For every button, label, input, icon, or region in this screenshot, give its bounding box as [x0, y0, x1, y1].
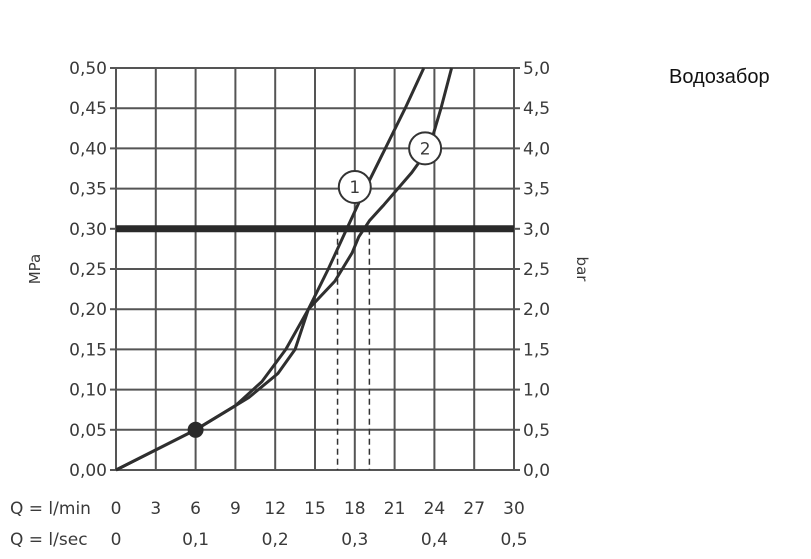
- x-lmin-tick-label: 24: [424, 499, 446, 519]
- y-right-tick-label: 3,5: [523, 180, 550, 200]
- grid-lines: [110, 67, 520, 471]
- y-right-tick-label: 5,0: [523, 59, 550, 79]
- y-right-tick-label: 1,0: [523, 381, 550, 401]
- x-axis-lmin-ticks: Q = l/min 0 3 6 9 12 15 18 21 24 27 30: [10, 499, 525, 519]
- x-lmin-tick-label: 30: [503, 499, 525, 519]
- x-lmin-tick-label: 21: [384, 499, 406, 519]
- y-right-tick-label: 4,0: [523, 139, 550, 159]
- x-lmin-tick-label: 6: [190, 499, 201, 519]
- y-left-tick-label: 0,30: [69, 220, 107, 240]
- y-left-tick-label: 0,50: [69, 59, 107, 79]
- y-right-tick-label: 0,5: [523, 421, 550, 441]
- drop-lines: [336, 228, 371, 470]
- y-right-tick-label: 3,0: [523, 220, 550, 240]
- right-axis-ticks: 0,0 0,5 1,0 1,5 2,0 2,5 3,0 3,5 4,0 4,5 5,0: [523, 59, 550, 481]
- x-lmin-tick-label: 27: [463, 499, 485, 519]
- y-left-tick-label: 0,00: [69, 461, 107, 481]
- y-left-tick-label: 0,45: [69, 99, 107, 119]
- y-left-tick-label: 0,10: [69, 381, 107, 401]
- y-right-tick-label: 4,5: [523, 99, 550, 119]
- x-lmin-tick-label: 15: [304, 499, 326, 519]
- y-right-tick-label: 0,0: [523, 461, 550, 481]
- y-left-tick-label: 0,25: [69, 260, 107, 280]
- y-right-axis-title: bar: [573, 257, 591, 283]
- x-lmin-tick-label: 0: [111, 499, 122, 519]
- marker: [187, 421, 204, 438]
- x-lsec-tick-label: 0,5: [500, 530, 527, 550]
- series-label-2: 2: [420, 139, 431, 159]
- series-label-circle-2: [408, 131, 443, 166]
- y-left-tick-label: 0,05: [69, 421, 107, 441]
- series-label-1: 1: [349, 178, 360, 198]
- series-labels: 12: [337, 131, 443, 204]
- series-label-circle-1: [337, 169, 372, 204]
- marker-point: [187, 421, 204, 438]
- x-lsec-tick-label: 0,2: [262, 530, 289, 550]
- x-lsec-tick-label: 0,1: [182, 530, 209, 550]
- x-lmin-axis-label: Q = l/min: [10, 499, 91, 519]
- left-axis-ticks: 0,00 0,05 0,10 0,15 0,20 0,25 0,30 0,35 0,40 0,45…: [69, 59, 107, 481]
- y-left-tick-label: 0,40: [69, 139, 107, 159]
- x-lsec-tick-label: 0,3: [341, 530, 368, 550]
- x-lsec-tick-label: 0,4: [421, 530, 448, 550]
- side-label: Водозабор: [669, 66, 770, 88]
- x-axis-lsec-ticks: Q = l/sec 0 0,1 0,2 0,3 0,4 0,5: [10, 530, 528, 550]
- x-lmin-tick-label: 18: [344, 499, 366, 519]
- y-left-axis-title: MPa: [26, 254, 44, 285]
- x-lmin-tick-label: 12: [264, 499, 286, 519]
- y-right-tick-label: 2,5: [523, 260, 550, 280]
- x-lmin-tick-label: 3: [150, 499, 161, 519]
- y-right-tick-label: 1,5: [523, 340, 550, 360]
- axis-titles: MPa bar: [26, 254, 591, 285]
- x-lsec-tick-label: 0: [111, 530, 122, 550]
- y-left-tick-label: 0,35: [69, 180, 107, 200]
- x-lsec-axis-label: Q = l/sec: [10, 530, 88, 550]
- y-right-tick-label: 2,0: [523, 300, 550, 320]
- y-left-tick-label: 0,15: [69, 340, 107, 360]
- y-left-tick-label: 0,20: [69, 300, 107, 320]
- x-lmin-tick-label: 9: [230, 499, 241, 519]
